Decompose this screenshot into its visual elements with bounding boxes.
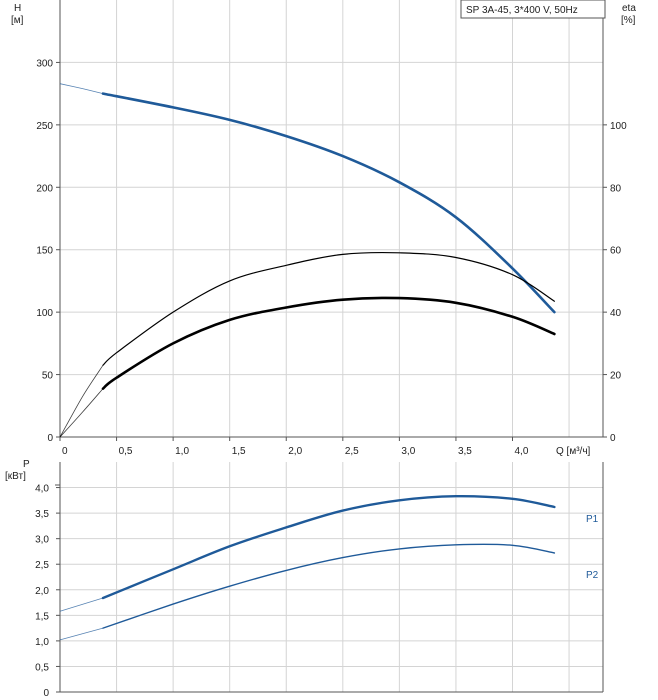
- power-tick-label: 2,5: [35, 560, 49, 571]
- head-tick-label: 250: [36, 121, 53, 132]
- x-tick-label: 0: [62, 446, 68, 457]
- eta-tick-label: 100: [610, 121, 627, 132]
- x-tick-label: 0,5: [119, 446, 133, 457]
- eta-tick-label: 20: [610, 371, 622, 382]
- bottom-curves: [59, 494, 556, 641]
- power-axis-label: P: [23, 459, 30, 470]
- power-tick-label: 1,0: [35, 637, 49, 648]
- x-tick-label: 3,5: [458, 446, 472, 457]
- eta-axis-label: eta: [622, 3, 636, 14]
- x-tick-label: 4,0: [515, 446, 529, 457]
- power-tick-label: 0: [43, 688, 49, 699]
- bottom-plot-area: [60, 462, 603, 692]
- head-tick-label: 0: [47, 433, 53, 444]
- top-plot-area: [60, 0, 603, 437]
- bottom-tick-labels: 0 0,5 1,0 1,5 2,0 2,5 3,0 3,5 4,0: [35, 484, 49, 699]
- curve-eta_thin: [102, 251, 555, 366]
- power-chart: 0 0,5 1,0 1,5 2,0 2,5 3,0 3,5 4,0 P [кВт] P1 P2: [5, 459, 604, 699]
- head-axis-label: H: [14, 3, 21, 14]
- head-axis-unit: [м]: [11, 15, 24, 26]
- head-tick-label: 100: [36, 308, 53, 319]
- power-axis-unit: [кВт]: [5, 471, 26, 482]
- curve-extension-H: [59, 83, 104, 94]
- x-tick-label: 2,5: [345, 446, 359, 457]
- curve-extension-p2: [59, 627, 104, 641]
- x-tick-label: 1,0: [175, 446, 189, 457]
- curve-extension-p1: [59, 597, 104, 612]
- chart-title: SP 3A-45, 3*400 V, 50Hz: [466, 5, 578, 16]
- head-tick-label: 150: [36, 246, 53, 257]
- curve-H: [101, 92, 556, 314]
- head-efficiency-chart: 0 0,5 1,0 1,5 2,0 2,5 3,0 3,5 4,0050100150200250…: [11, 0, 636, 457]
- eta-tick-label: 60: [610, 246, 622, 257]
- curve-extension-eta_thin: [59, 364, 104, 438]
- eta-tick-label: 40: [610, 308, 622, 319]
- power-tick-label: 0,5: [35, 662, 49, 673]
- legend-p2: P2: [586, 570, 599, 581]
- eta-tick-label: 0: [610, 433, 616, 444]
- eta-tick-label: 80: [610, 183, 622, 194]
- top-curves: [59, 83, 556, 438]
- x-tick-label: 3,0: [401, 446, 415, 457]
- head-tick-label: 50: [42, 371, 54, 382]
- power-tick-label: 3,5: [35, 509, 49, 520]
- curve-extension-eta_thick: [59, 388, 104, 438]
- power-tick-label: 3,0: [35, 535, 49, 546]
- curve-p2: [102, 543, 556, 629]
- power-tick-label: 4,0: [35, 484, 49, 495]
- x-tick-label: 1,5: [232, 446, 246, 457]
- x-tick-label: 2,0: [288, 446, 302, 457]
- head-tick-label: 300: [36, 58, 53, 69]
- chart-title-box: [460, 0, 606, 19]
- top-tick-labels: 0 0,5 1,0 1,5 2,0 2,5 3,0 3,5 4,0050100150200250…: [36, 58, 627, 457]
- power-tick-label: 2,0: [35, 586, 49, 597]
- eta-axis-unit: [%]: [621, 15, 636, 26]
- curve-p1: [101, 494, 556, 600]
- flow-axis-label: Q [м³/ч]: [556, 446, 591, 457]
- head-tick-label: 200: [36, 183, 53, 194]
- power-tick-label: 1,5: [35, 611, 49, 622]
- curve-eta_thick: [101, 296, 556, 390]
- legend-p1: P1: [586, 514, 599, 525]
